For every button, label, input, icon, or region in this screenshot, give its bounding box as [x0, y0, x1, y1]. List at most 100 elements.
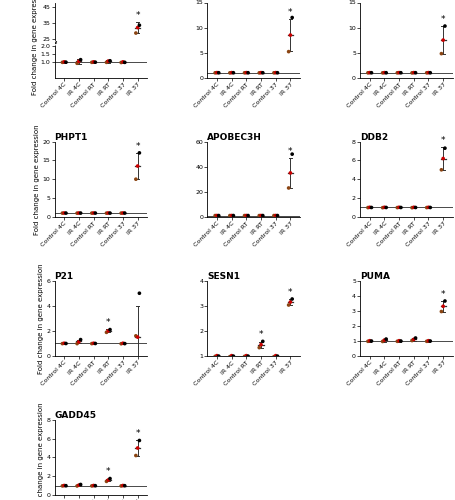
Point [379, 338, 386, 345]
Point [88, 482, 96, 490]
Point [243, 352, 250, 360]
Point [395, 336, 403, 344]
Text: P21: P21 [55, 272, 74, 280]
Point [117, 482, 125, 490]
Point [427, 337, 434, 345]
Point [134, 162, 141, 170]
Point [259, 338, 267, 345]
Point [274, 212, 281, 220]
Point [77, 336, 84, 344]
Point [119, 58, 126, 66]
Point [256, 212, 263, 220]
Point [441, 297, 449, 305]
Text: *: * [441, 136, 445, 145]
Point [136, 436, 143, 444]
Point [395, 68, 403, 76]
Point [75, 481, 82, 489]
Point [90, 339, 97, 347]
Point [423, 204, 430, 212]
Point [59, 58, 66, 66]
Point [134, 444, 141, 452]
Point [409, 69, 416, 77]
Point [383, 68, 390, 76]
Point [77, 480, 84, 488]
Point [75, 338, 82, 346]
Point [258, 340, 265, 348]
Point [410, 68, 417, 76]
Text: *: * [288, 146, 293, 156]
Point [105, 209, 112, 217]
Point [285, 48, 292, 56]
Point [75, 57, 82, 65]
Point [119, 482, 126, 490]
Text: PHPT1: PHPT1 [55, 132, 88, 141]
Point [440, 36, 447, 44]
Point [136, 149, 143, 157]
Point [62, 340, 70, 347]
Y-axis label: Fold change in gene expression: Fold change in gene expression [34, 124, 40, 234]
Point [427, 204, 434, 212]
Point [215, 212, 222, 220]
Point [132, 29, 140, 37]
Point [90, 209, 97, 217]
Point [383, 335, 390, 343]
Point [381, 336, 388, 344]
Point [121, 482, 128, 490]
Point [394, 338, 401, 345]
Point [77, 56, 84, 64]
Text: *: * [259, 330, 263, 340]
Point [423, 338, 430, 345]
Point [77, 209, 84, 217]
Point [270, 212, 278, 220]
Point [425, 68, 432, 76]
Point [73, 209, 81, 217]
Point [379, 204, 386, 212]
Point [274, 68, 281, 76]
Point [132, 332, 140, 340]
Point [366, 68, 374, 76]
Text: *: * [288, 288, 293, 296]
Point [226, 352, 233, 360]
Text: CCNG1: CCNG1 [207, 0, 242, 2]
Point [117, 58, 125, 66]
Point [241, 69, 248, 77]
Text: GADD45: GADD45 [55, 410, 96, 420]
Point [441, 22, 449, 30]
Point [105, 327, 112, 335]
Point [132, 175, 140, 183]
Text: *: * [106, 468, 111, 476]
Point [61, 482, 68, 490]
Text: *: * [136, 142, 140, 150]
Point [270, 352, 278, 360]
Point [73, 60, 81, 68]
Point [91, 340, 99, 347]
Point [215, 68, 222, 76]
Point [285, 301, 292, 309]
Point [287, 298, 294, 306]
Point [228, 68, 235, 76]
Point [287, 31, 294, 39]
Point [274, 352, 281, 360]
Point [287, 169, 294, 177]
Point [215, 352, 222, 360]
Point [427, 68, 434, 76]
Point [364, 204, 372, 212]
Point [423, 69, 430, 77]
Point [61, 209, 68, 217]
Text: *: * [441, 15, 445, 24]
Point [272, 352, 279, 360]
Point [244, 212, 252, 220]
Text: PUMA: PUMA [360, 272, 390, 280]
Point [368, 204, 375, 212]
Point [440, 154, 447, 162]
Point [106, 326, 114, 334]
Text: DDB2: DDB2 [360, 132, 388, 141]
Point [368, 68, 375, 76]
Point [366, 204, 374, 212]
Point [241, 212, 248, 220]
Point [364, 69, 372, 77]
Point [412, 68, 419, 76]
Point [366, 336, 374, 344]
Point [379, 69, 386, 77]
Point [410, 204, 417, 212]
